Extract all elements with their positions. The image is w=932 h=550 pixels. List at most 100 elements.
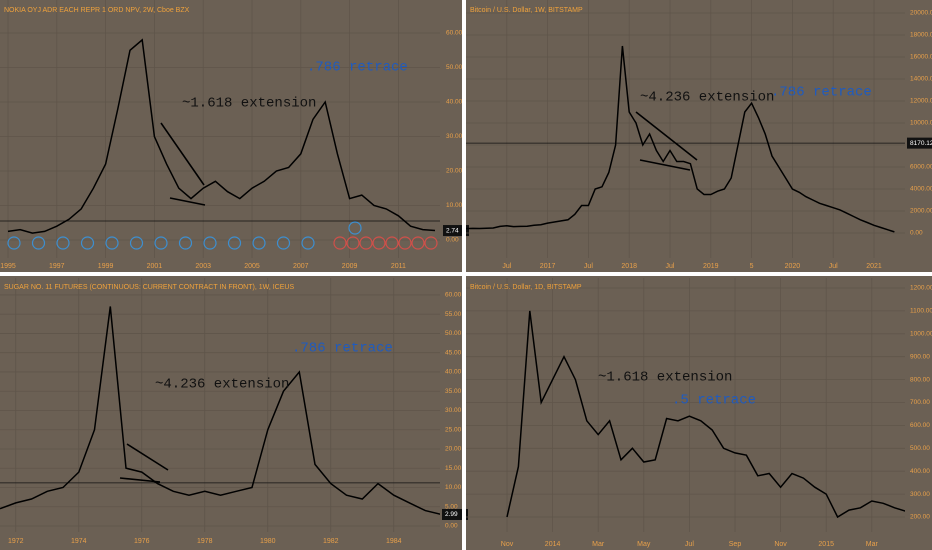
x-tick-label: Nov	[501, 541, 514, 548]
x-tick-label: 2011	[391, 263, 406, 270]
y-tick-label: 200.00	[910, 514, 930, 521]
chart-panel: 0.00 5.00 10.00 15.00 20.00 25.00 30.00 35.00 40…	[0, 278, 468, 545]
event-marker	[227, 236, 242, 250]
y-tick-label: 6000.00	[910, 164, 932, 171]
event-marker	[398, 236, 412, 250]
y-tick-label: 18000.00	[910, 32, 932, 39]
x-tick-label: 2014	[545, 541, 561, 548]
y-tick-label: 0.00	[446, 237, 459, 244]
x-tick-label: 2001	[147, 263, 163, 270]
x-tick-label: 2003	[195, 263, 211, 270]
y-tick-label: 10000.00	[910, 120, 932, 127]
annotation: ~1.618 extension	[182, 96, 316, 112]
chart-title: SUGAR NO. 11 FUTURES (CONTINUOUS: CURREN…	[4, 284, 294, 291]
annotation: .786 retrace	[307, 60, 408, 76]
event-marker	[333, 236, 347, 250]
x-tick-label: Mar	[866, 541, 879, 548]
x-tick-label: 1995	[0, 263, 16, 270]
annotation: ~4.236 extension	[640, 90, 774, 106]
y-tick-label: 600.00	[910, 422, 930, 429]
annotation: ~1.618 extension	[598, 370, 732, 386]
x-tick-label: 2021	[866, 263, 882, 270]
y-tick-label: 14000.00	[910, 76, 932, 83]
annotation: .5 retrace	[672, 393, 756, 409]
trendline	[126, 443, 169, 471]
x-tick-label: 2005	[244, 263, 260, 270]
event-markers	[7, 221, 438, 250]
annotation: ~4.236 extension	[155, 377, 289, 393]
trendline	[169, 197, 206, 206]
x-tick-label: 1972	[8, 538, 24, 545]
event-marker	[372, 236, 386, 250]
y-tick-label: 55.00	[445, 311, 462, 318]
y-tick-label: 800.00	[910, 376, 930, 383]
x-tick-label: May	[637, 541, 651, 548]
x-tick-label: Jul	[584, 263, 593, 270]
x-tick-label: Jul	[666, 263, 675, 270]
last-price-box	[443, 225, 469, 237]
event-marker	[203, 236, 217, 250]
y-tick-label: 10.00	[445, 484, 462, 491]
y-tick-label: 4000.00	[910, 186, 932, 193]
y-tick-label: 50.00	[446, 64, 463, 71]
y-tick-label: 500.00	[910, 445, 930, 452]
y-tick-label: 12000.00	[910, 98, 932, 105]
event-marker	[105, 236, 119, 250]
x-tick-label: 2019	[703, 263, 719, 270]
x-tick-label: 2017	[540, 263, 556, 270]
x-tick-label: 2015	[818, 541, 834, 548]
x-tick-label: 2018	[621, 263, 637, 270]
y-tick-label: 0.00	[445, 523, 458, 530]
y-tick-label: 15.00	[445, 465, 462, 472]
y-tick-label: 45.00	[445, 349, 462, 356]
y-tick-label: 5.00	[445, 503, 458, 510]
chart-panel: 0.00 10.00 20.00 30.00 40.00 50.00 60.00 1995 19…	[0, 0, 469, 270]
event-marker	[411, 236, 425, 250]
event-marker	[348, 221, 362, 235]
x-tick-label: Jul	[685, 541, 694, 548]
x-tick-label: Mar	[592, 541, 605, 548]
y-tick-label: 400.00	[910, 468, 930, 475]
last-price-box	[442, 508, 468, 520]
annotation: .786 retrace	[771, 85, 872, 101]
x-tick-label: 1999	[98, 263, 114, 270]
chart-title: Bitcoin / U.S. Dollar, 1D, BITSTAMP	[470, 284, 582, 291]
x-tick-label: 2020	[785, 263, 801, 270]
y-tick-label: 1200.00	[910, 285, 932, 292]
event-marker	[56, 236, 70, 250]
y-tick-label: 60.00	[445, 292, 462, 299]
event-marker	[252, 236, 266, 250]
last-price-box	[907, 137, 932, 149]
divider	[0, 272, 932, 276]
y-tick-label: 0.00	[910, 230, 923, 237]
last-price-label: 8170.12	[910, 140, 932, 147]
y-tick-label: 2000.00	[910, 208, 932, 215]
event-marker	[276, 236, 291, 250]
event-marker	[385, 236, 399, 250]
annotation: .786 retrace	[292, 341, 393, 357]
y-tick-label: 50.00	[445, 330, 462, 337]
x-tick-label: Sep	[729, 541, 742, 548]
y-tick-label: 30.00	[445, 407, 462, 414]
x-tick-label: 1982	[323, 538, 339, 545]
last-price-label: 2.74	[446, 227, 459, 234]
y-tick-label: 35.00	[445, 388, 462, 395]
trendline	[119, 477, 161, 483]
y-tick-label: 1100.00	[910, 308, 932, 315]
chart-panel: 0.002000.004000.006000.008000.0010000.00…	[466, 0, 932, 270]
x-tick-label: Jul	[829, 263, 838, 270]
event-marker	[346, 236, 360, 250]
y-tick-label: 30.00	[446, 133, 463, 140]
event-marker	[424, 236, 438, 250]
price-line	[506, 310, 905, 519]
y-tick-label: 900.00	[910, 353, 930, 360]
trendline	[160, 122, 205, 186]
event-marker	[31, 236, 46, 250]
event-marker	[359, 236, 373, 250]
x-tick-label: Jul	[502, 263, 511, 270]
x-tick-label: 1974	[71, 538, 87, 545]
y-tick-label: 16000.00	[910, 54, 932, 61]
y-tick-label: 40.00	[445, 369, 462, 376]
